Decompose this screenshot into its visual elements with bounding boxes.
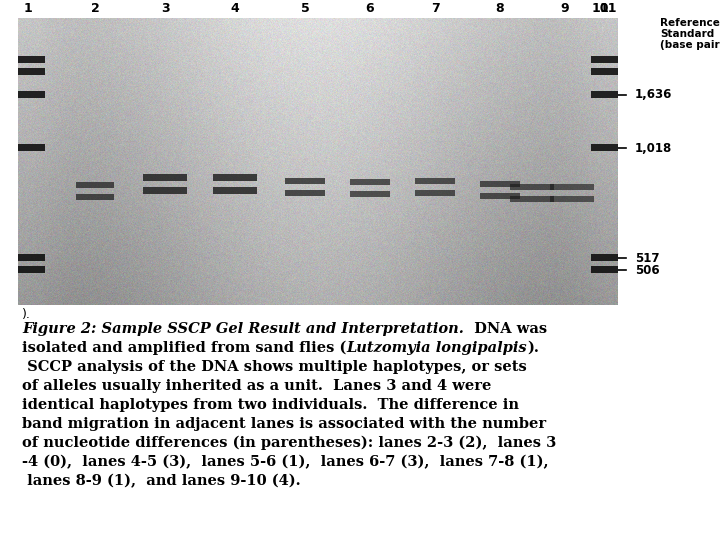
Text: 1,636: 1,636: [635, 89, 672, 102]
Text: band migration in adjacent lanes is associated with the number: band migration in adjacent lanes is asso…: [22, 417, 546, 431]
Text: 7: 7: [431, 2, 439, 15]
Text: 3: 3: [161, 2, 169, 15]
Text: 1,018: 1,018: [635, 141, 672, 154]
Text: 8: 8: [495, 2, 504, 15]
Text: Reference: Reference: [660, 18, 720, 28]
Text: ).: ).: [527, 341, 539, 355]
Text: 11: 11: [599, 2, 617, 15]
Text: lanes 8-9 (1),  and lanes 9-10 (4).: lanes 8-9 (1), and lanes 9-10 (4).: [22, 474, 301, 488]
Text: -4 (0),  lanes 4-5 (3),  lanes 5-6 (1),  lanes 6-7 (3),  lanes 7-8 (1),: -4 (0), lanes 4-5 (3), lanes 5-6 (1), la…: [22, 455, 549, 469]
Text: of alleles usually inherited as a unit.  Lanes 3 and 4 were: of alleles usually inherited as a unit. …: [22, 379, 491, 393]
Text: (base pairs): (base pairs): [660, 40, 720, 50]
Text: 517: 517: [635, 252, 660, 265]
Text: Figure 2: Sample SSCP Gel Result and Interpretation.: Figure 2: Sample SSCP Gel Result and Int…: [22, 322, 464, 336]
Text: isolated and amplified from sand flies (: isolated and amplified from sand flies (: [22, 341, 346, 355]
Text: DNA was: DNA was: [464, 322, 547, 336]
Text: 10: 10: [591, 2, 608, 15]
Text: identical haplotypes from two individuals.  The difference in: identical haplotypes from two individual…: [22, 398, 519, 412]
Text: of nucleotide differences (in parentheses): lanes 2-3 (2),  lanes 3: of nucleotide differences (in parenthese…: [22, 436, 557, 450]
Text: Lutzomyia longipalpis: Lutzomyia longipalpis: [346, 341, 527, 355]
Text: 5: 5: [301, 2, 310, 15]
Text: ).: ).: [22, 308, 31, 321]
Text: 6: 6: [366, 2, 374, 15]
Text: Standard: Standard: [660, 29, 714, 39]
Text: 4: 4: [230, 2, 239, 15]
Text: 506: 506: [635, 264, 660, 276]
Text: 9: 9: [561, 2, 570, 15]
Text: SCCP analysis of the DNA shows multiple haplotypes, or sets: SCCP analysis of the DNA shows multiple …: [22, 360, 527, 374]
Text: 1: 1: [24, 2, 32, 15]
Text: 2: 2: [91, 2, 99, 15]
